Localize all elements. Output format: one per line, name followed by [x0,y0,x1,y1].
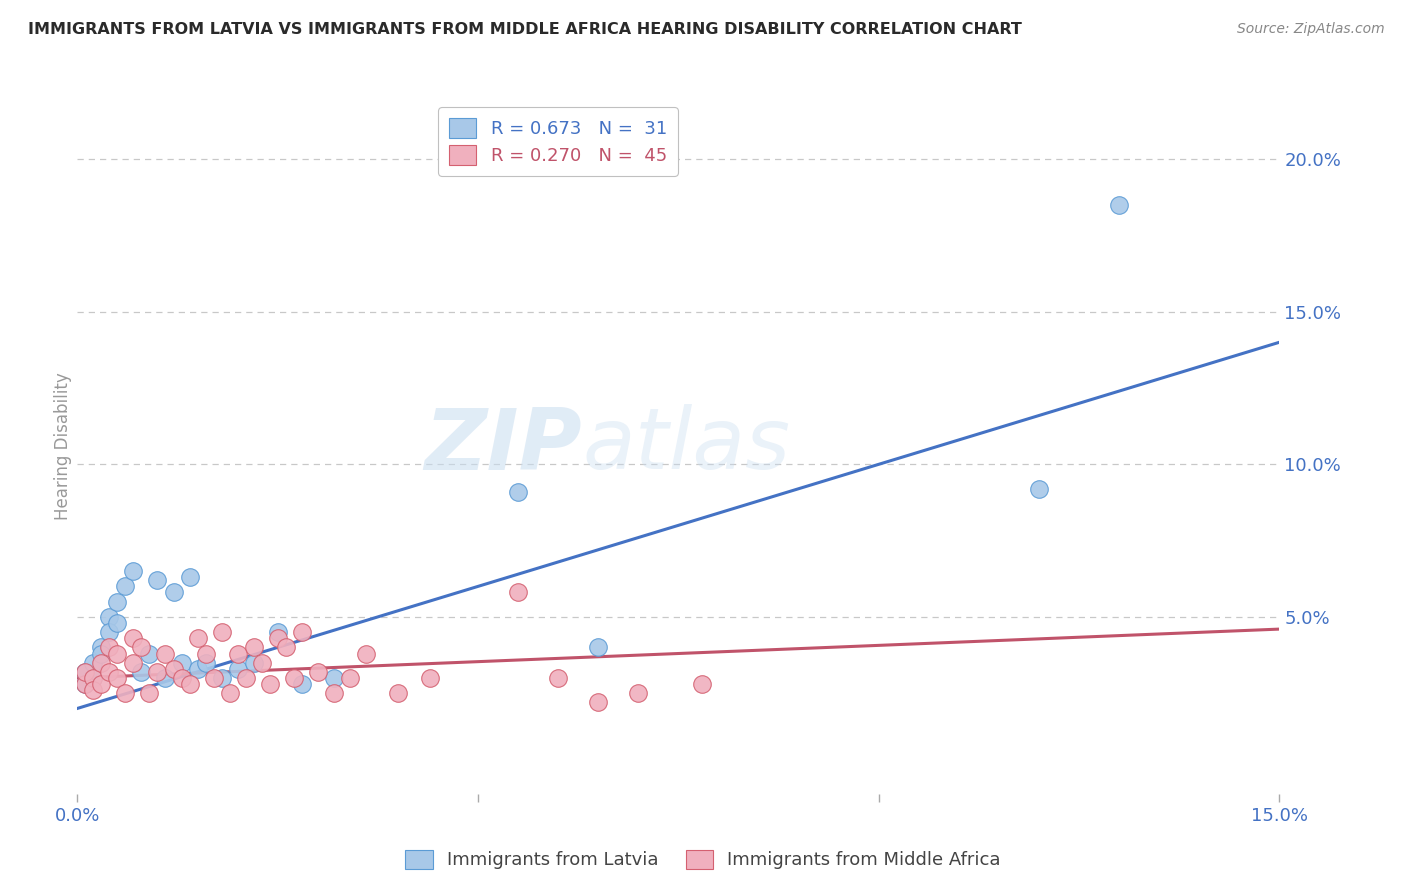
Point [202,671,225,685]
Point [242,640,264,655]
Point [508,484,530,499]
Point [692,677,714,691]
Point [283,671,305,685]
Point [98,665,121,679]
Point [291,677,314,691]
Point [226,647,249,661]
Point [155,671,177,685]
Point [307,665,329,679]
Point [211,625,233,640]
Point [114,579,136,593]
Point [339,671,361,685]
Point [114,686,136,700]
Point [179,677,201,691]
Point [259,677,281,691]
Legend: Immigrants from Latvia, Immigrants from Middle Africa: Immigrants from Latvia, Immigrants from … [396,840,1010,879]
Text: Source: ZipAtlas.com: Source: ZipAtlas.com [1237,22,1385,37]
Point [82,683,104,698]
Point [250,656,273,670]
Point [122,564,145,578]
Point [226,662,249,676]
Point [194,656,217,670]
Point [98,625,121,640]
Point [627,686,650,700]
Point [547,671,569,685]
Point [242,656,264,670]
Point [107,671,129,685]
Point [90,656,112,670]
Point [588,640,610,655]
Point [194,647,217,661]
Point [267,625,290,640]
Point [122,656,145,670]
Point [75,677,97,691]
Point [322,686,344,700]
Point [218,686,240,700]
Point [387,686,409,700]
Point [131,640,153,655]
Legend: R = 0.673   N =  31, R = 0.270   N =  45: R = 0.673 N = 31, R = 0.270 N = 45 [439,107,678,176]
Point [82,671,104,685]
Point [274,640,297,655]
Point [322,671,344,685]
Point [90,647,112,661]
Text: atlas: atlas [582,404,790,488]
Point [1028,482,1050,496]
Point [107,594,129,608]
Point [162,585,184,599]
Point [179,570,201,584]
Point [187,632,209,646]
Text: ZIP: ZIP [425,404,582,488]
Point [82,671,104,685]
Point [267,632,290,646]
Point [170,671,193,685]
Text: IMMIGRANTS FROM LATVIA VS IMMIGRANTS FROM MIDDLE AFRICA HEARING DISABILITY CORRE: IMMIGRANTS FROM LATVIA VS IMMIGRANTS FRO… [28,22,1022,37]
Point [107,615,129,630]
Point [170,656,193,670]
Point [211,671,233,685]
Point [98,610,121,624]
Point [162,662,184,676]
Point [1108,198,1130,212]
Point [75,665,97,679]
Point [122,632,145,646]
Point [235,671,257,685]
Point [419,671,441,685]
Point [90,640,112,655]
Point [131,665,153,679]
Point [90,677,112,691]
Point [146,665,169,679]
Point [155,647,177,661]
Point [508,585,530,599]
Point [82,656,104,670]
Point [146,574,169,588]
Point [75,665,97,679]
Point [107,647,129,661]
Point [98,640,121,655]
Point [138,686,160,700]
Point [75,677,97,691]
Point [354,647,377,661]
Point [588,695,610,709]
Point [138,647,160,661]
Point [291,625,314,640]
Point [187,662,209,676]
Y-axis label: Hearing Disability: Hearing Disability [55,372,73,520]
